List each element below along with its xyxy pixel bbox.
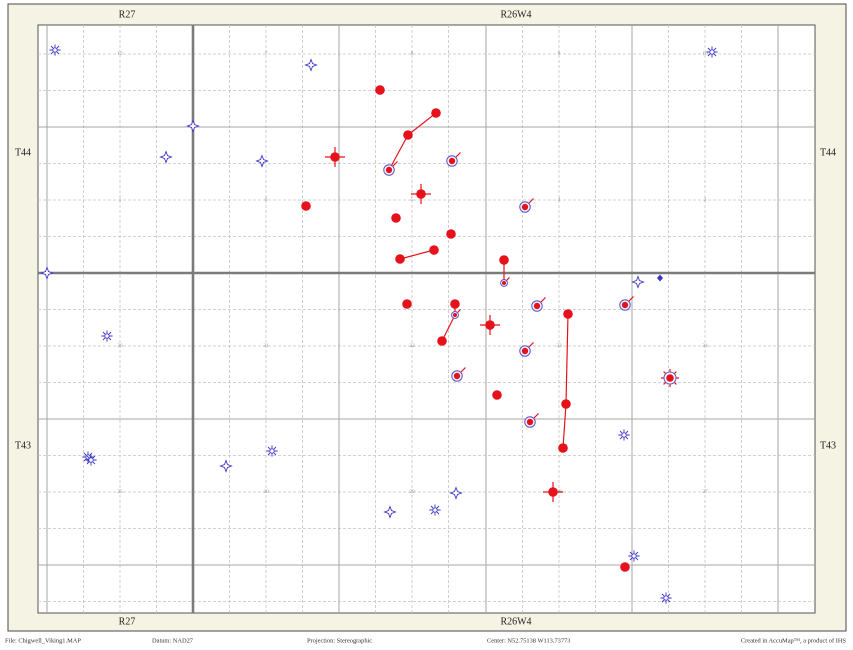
gas-well-icon: [660, 368, 680, 388]
oil-well-icon: [561, 399, 571, 409]
oil-well-icon: [431, 108, 441, 118]
abandoned-well-icon: [84, 453, 98, 467]
section-number: 36: [117, 343, 123, 349]
section-numbers: 12 7 8 9 10 1 6 5 4 3 36 31 32 33 34 25 …: [117, 51, 708, 495]
oil-well-icon: [395, 254, 405, 264]
well-path-line: [441, 314, 456, 342]
oil-well-icon: [301, 201, 311, 211]
section-number: 25: [117, 489, 123, 495]
abandoned-well-icon: [48, 43, 62, 57]
footer-datum: Datum: NAD27: [152, 638, 194, 645]
well-path-line: [399, 249, 435, 260]
section-number: 30: [263, 489, 269, 495]
section-number: 10: [702, 51, 708, 57]
oil-well-icon: [492, 390, 502, 400]
section-number: 33: [556, 343, 562, 349]
map-content: 12 7 8 9 10 1 6 5 4 3 36 31 32 33 34 25 …: [38, 25, 815, 613]
section-number: 4: [558, 197, 561, 203]
range-label-top-west: R27: [119, 10, 136, 21]
township-label-left-north: T44: [15, 148, 31, 159]
section-number: 7: [265, 51, 268, 57]
oil-well-icon: [402, 299, 412, 309]
abandoned-well-icon: [659, 591, 673, 605]
oil-well-icon: [375, 85, 385, 95]
abandoned-well-icon: [265, 444, 279, 458]
section-number: 9: [558, 51, 561, 57]
oil-well-icon: [620, 562, 630, 572]
abandoned-well-icon: [705, 45, 719, 59]
well-path-line: [565, 313, 569, 405]
section-number: 1: [119, 197, 122, 203]
section-number: 34: [702, 343, 708, 349]
section-number: 8: [411, 51, 414, 57]
oil-well-icon: [499, 255, 509, 265]
edge-labels: R27 R26W4 R27 R26W4 T44 T43 T44 T43: [15, 10, 836, 628]
section-number: 5: [411, 197, 414, 203]
oil-well-icon: [391, 213, 401, 223]
well-path-line: [562, 403, 567, 449]
oil-well-icon: [403, 130, 413, 140]
range-label-bottom-west: R27: [119, 617, 136, 628]
range-label-bottom-east: R26W4: [500, 617, 531, 628]
abandoned-well-icon: [428, 503, 442, 517]
footer: File: Chigwell_Viking1.MAP Datum: NAD27 …: [5, 638, 846, 645]
abandoned-well-icon: [617, 428, 631, 442]
section-number: 31: [263, 343, 269, 349]
section-number: 6: [265, 197, 268, 203]
oil-well-icon: [558, 443, 568, 453]
section-number: 32: [409, 343, 415, 349]
footer-credit: Created in AccuMap™, a product of IHS: [741, 638, 847, 645]
section-number: 27: [702, 489, 708, 495]
section-number: 12: [117, 51, 123, 57]
footer-center: Center: N52.75138 W113.73773: [487, 638, 570, 645]
footer-projection: Projection: Stereographic: [307, 638, 372, 645]
township-label-right-south: T43: [820, 441, 836, 452]
section-lines: [38, 25, 815, 613]
oil-well-icon: [563, 309, 573, 319]
footer-file: File: Chigwell_Viking1.MAP: [5, 638, 81, 645]
range-label-top-east: R26W4: [500, 10, 531, 21]
oil-well-icon: [446, 229, 456, 239]
section-number: 3: [704, 197, 707, 203]
oil-well-icon: [437, 336, 447, 346]
abandoned-well-icon: [100, 329, 114, 343]
well-path-line: [407, 112, 437, 136]
oil-well-icon: [429, 245, 439, 255]
section-number: 29: [409, 489, 415, 495]
map-area: 12 7 8 9 10 1 6 5 4 3 36 31 32 33 34 25 …: [37, 24, 816, 614]
well-path-line: [388, 134, 409, 171]
map-background: [37, 24, 816, 614]
township-label-left-south: T43: [15, 441, 31, 452]
oil-well-icon: [450, 299, 460, 309]
abandoned-well-icon: [627, 549, 641, 563]
township-label-right-north: T44: [820, 148, 836, 159]
